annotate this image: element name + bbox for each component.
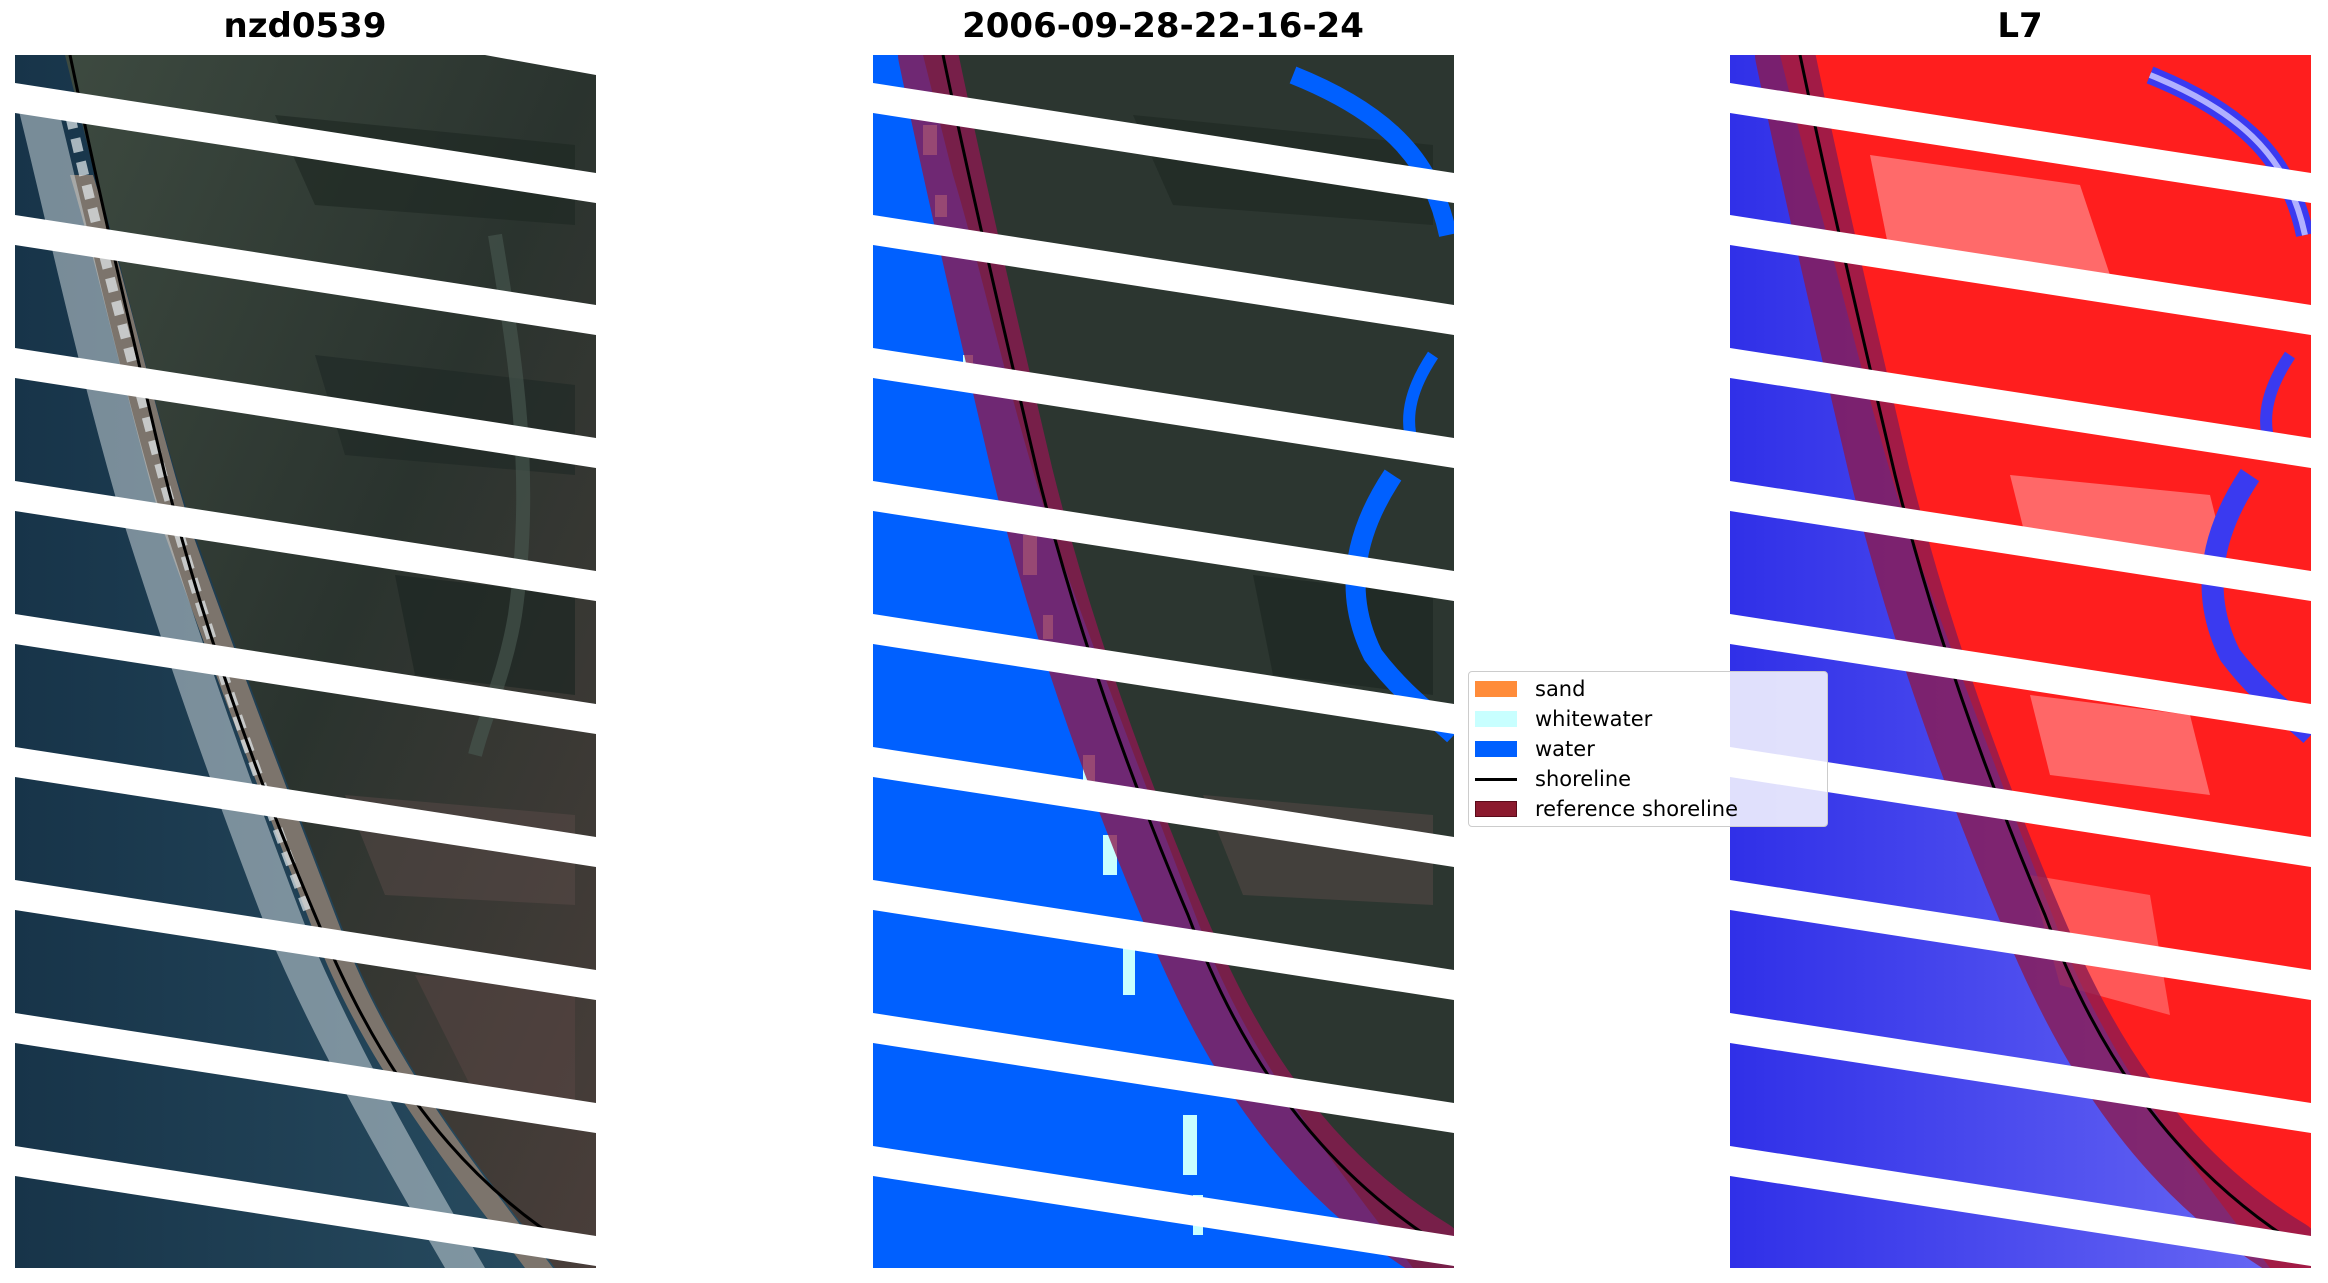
scan-line-gaps-2 [873,83,1454,1266]
panel-title-index: L7 [1997,6,2043,46]
panel-title-classified: 2006-09-28-22-16-24 [962,6,1364,46]
scan-line-gaps [15,55,596,1266]
rgb-image-panel [15,55,596,1268]
legend-item-water: water [1469,736,1595,762]
legend-label-water: water [1535,737,1595,761]
shoreline-line-swatch [1475,777,1517,781]
water-index-image [1730,55,2311,1268]
classified-satellite-image [873,55,1454,1268]
legend-item-whitewater: whitewater [1469,706,1652,732]
legend-label-sand: sand [1535,677,1586,701]
legend-item-shoreline: shoreline [1469,766,1631,792]
panel-title-rgb: nzd0539 [223,6,387,46]
legend-item-reference-shoreline: reference shoreline [1469,796,1738,822]
reference-shoreline-swatch [1475,801,1517,817]
legend-label-shoreline: shoreline [1535,767,1632,791]
legend-label-reference-shoreline: reference shoreline [1535,797,1739,821]
rgb-satellite-image [15,55,596,1268]
classified-image-panel [873,55,1454,1268]
legend-item-sand: sand [1469,676,1585,702]
water-swatch [1475,741,1517,757]
legend-label-whitewater: whitewater [1535,707,1653,731]
whitewater-swatch [1475,711,1517,727]
index-image-panel [1730,55,2311,1268]
scan-line-gaps-3 [1730,83,2311,1266]
sand-swatch [1475,681,1517,697]
legend: sand whitewater water shoreline referenc… [1468,671,1828,827]
